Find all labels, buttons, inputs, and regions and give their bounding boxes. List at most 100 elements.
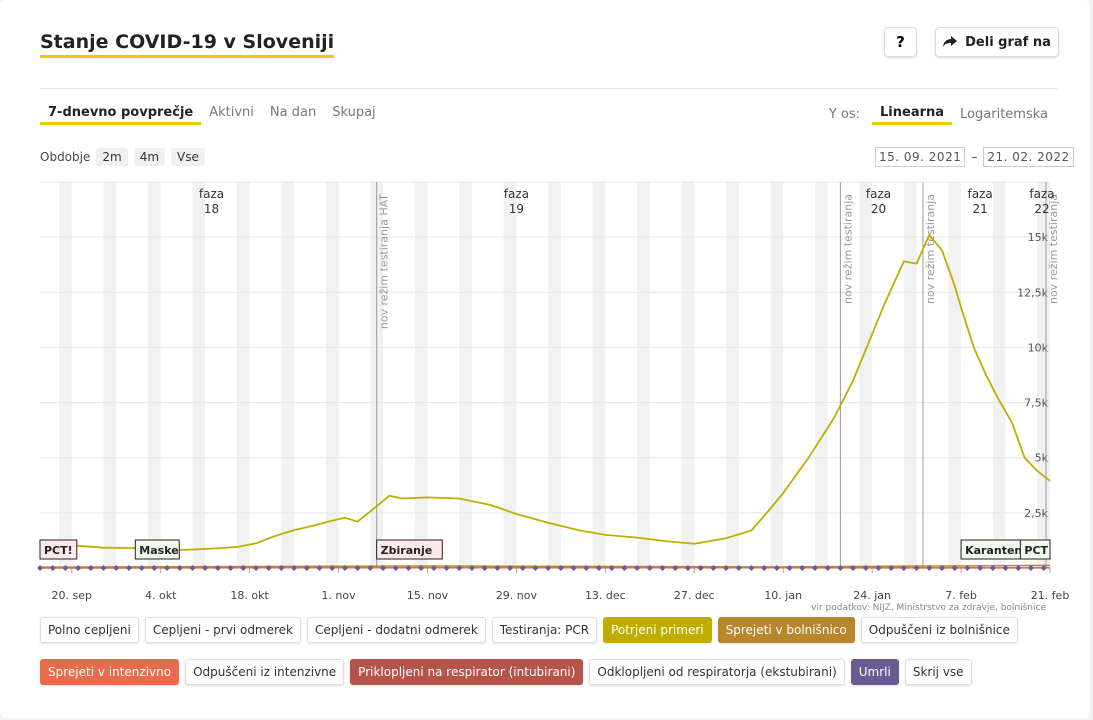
- death-point: [710, 565, 717, 571]
- weekend-band: [592, 182, 606, 568]
- legend-ventilator-on[interactable]: Priklopljeni na respirator (intubirani): [350, 659, 584, 685]
- death-point: [850, 565, 857, 571]
- mode-tabs: 7-dnevno povprečje Aktivni Na dan Skupaj: [40, 104, 384, 125]
- death-point: [291, 565, 298, 571]
- death-point: [989, 565, 996, 571]
- weekend-band: [637, 182, 650, 568]
- weekend-band: [192, 182, 206, 568]
- death-point: [202, 565, 209, 571]
- phase-label: faza: [866, 187, 891, 201]
- weekend-band: [548, 182, 561, 568]
- death-point: [735, 565, 742, 571]
- legend-pcr-tests[interactable]: Testiranja: PCR: [491, 617, 598, 643]
- tab-active[interactable]: Aktivni: [209, 105, 254, 120]
- death-point: [977, 565, 984, 571]
- y-tick-label: 2,5k: [1024, 507, 1048, 520]
- death-point: [252, 565, 259, 571]
- death-point: [468, 565, 475, 571]
- phase-number: 22: [1034, 202, 1049, 216]
- weekend-band: [859, 182, 873, 568]
- y-tick-label: 15k: [1028, 231, 1049, 244]
- weekend-band: [948, 182, 962, 568]
- death-point: [227, 565, 234, 571]
- period-4m-button[interactable]: 4m: [133, 148, 166, 166]
- death-point: [1040, 565, 1047, 571]
- legend-icu-discharged[interactable]: Odpuščeni iz intenzivne: [185, 659, 345, 685]
- legend-icu-admitted[interactable]: Sprejeti v intenzivno: [40, 659, 180, 685]
- weekend-band: [325, 182, 339, 568]
- y-axis-toggle: Y os: Linearna Logaritemska: [829, 104, 1056, 125]
- y-axis-log[interactable]: Logaritemska: [960, 106, 1048, 122]
- event-tag-label: PCT: [1024, 544, 1048, 557]
- death-point: [875, 565, 882, 571]
- death-point: [354, 565, 361, 571]
- death-point: [773, 565, 780, 571]
- legend-booster-dose[interactable]: Cepljeni - dodatni odmerek: [307, 617, 486, 643]
- death-point: [456, 565, 463, 571]
- death-point: [418, 565, 425, 571]
- legend-first-dose[interactable]: Cepljeni - prvi odmerek: [144, 617, 302, 643]
- legend-fully-vaccinated[interactable]: Polno cepljeni: [40, 617, 139, 643]
- tab-7-day-average[interactable]: 7-dnevno povprečje: [40, 104, 202, 125]
- death-point: [392, 565, 399, 571]
- weekend-band: [59, 182, 72, 568]
- x-tick-label: 7. feb: [945, 589, 977, 602]
- weekend-band: [770, 182, 784, 568]
- event-tag-label: Zbiranje: [381, 544, 433, 557]
- event-tag: PCT: [1019, 539, 1051, 560]
- y-tick-label: 12,5k: [1017, 286, 1048, 299]
- death-point: [862, 565, 869, 571]
- help-button[interactable]: ?: [884, 27, 917, 57]
- death-point: [786, 565, 793, 571]
- period-2m-button[interactable]: 2m: [96, 148, 128, 166]
- death-point: [824, 565, 831, 571]
- death-point: [405, 565, 412, 571]
- series-legend: Polno cepljeni Cepljeni - prvi odmerek C…: [40, 617, 1060, 685]
- y-tick-label: 10k: [1028, 341, 1049, 354]
- legend-hospital-admitted[interactable]: Sprejeti v bolnišnico: [717, 617, 855, 643]
- death-point: [443, 565, 450, 571]
- legend-hospital-discharged[interactable]: Odpuščeni iz bolnišnice: [860, 617, 1018, 643]
- source-note: vir podatkov: NIJZ, Ministrstvo za zdrav…: [811, 603, 1046, 613]
- legend-ventilator-off[interactable]: Odklopljeni od respiratorja (ekstubirani…: [589, 659, 845, 685]
- tab-total[interactable]: Skupaj: [332, 105, 376, 120]
- legend-confirmed-cases[interactable]: Potrjeni primeri: [603, 617, 712, 643]
- death-point: [951, 565, 958, 571]
- share-label: Deli graf na: [965, 34, 1051, 50]
- death-point: [621, 565, 628, 571]
- event-tag: Maske: [134, 539, 180, 560]
- weekend-band: [1037, 182, 1050, 568]
- event-tag-box: [376, 539, 443, 560]
- death-point: [125, 565, 132, 571]
- phase-number: 19: [509, 202, 524, 216]
- death-point: [532, 565, 539, 571]
- phase-number: 20: [871, 202, 886, 216]
- deaths-markers: [37, 565, 1047, 571]
- death-point: [265, 565, 272, 571]
- date-to-input[interactable]: 21. 02. 2022: [983, 147, 1074, 167]
- weekend-band: [414, 182, 428, 568]
- event-tag-box: [1019, 539, 1051, 560]
- death-point: [583, 565, 590, 571]
- y-axis-linear[interactable]: Linearna: [872, 104, 953, 125]
- death-point: [964, 565, 971, 571]
- legend-hide-all[interactable]: Skrij vse: [904, 659, 972, 685]
- event-tag-label: Karantena: [965, 544, 1030, 557]
- tab-per-day[interactable]: Na dan: [269, 105, 317, 120]
- x-tick-label: 13. dec: [585, 589, 626, 602]
- x-tick-label: 24. jan: [853, 589, 891, 602]
- event-tag: Zbiranje: [376, 539, 443, 560]
- death-point: [507, 565, 514, 571]
- x-tick-label: 4. okt: [145, 589, 177, 602]
- share-button[interactable]: Deli graf na: [935, 27, 1059, 57]
- date-from-input[interactable]: 15. 09. 2021: [875, 147, 966, 167]
- legend-deaths[interactable]: Umrli: [850, 659, 899, 685]
- y-axis-label: Y os:: [828, 107, 861, 122]
- death-point: [837, 565, 844, 571]
- period-all-button[interactable]: Vse: [171, 148, 205, 166]
- x-tick-label: 15. nov: [407, 589, 449, 602]
- death-point: [684, 565, 691, 571]
- weekend-band: [726, 182, 739, 568]
- y-tick-label: 7,5k: [1024, 397, 1048, 410]
- death-point: [380, 565, 387, 571]
